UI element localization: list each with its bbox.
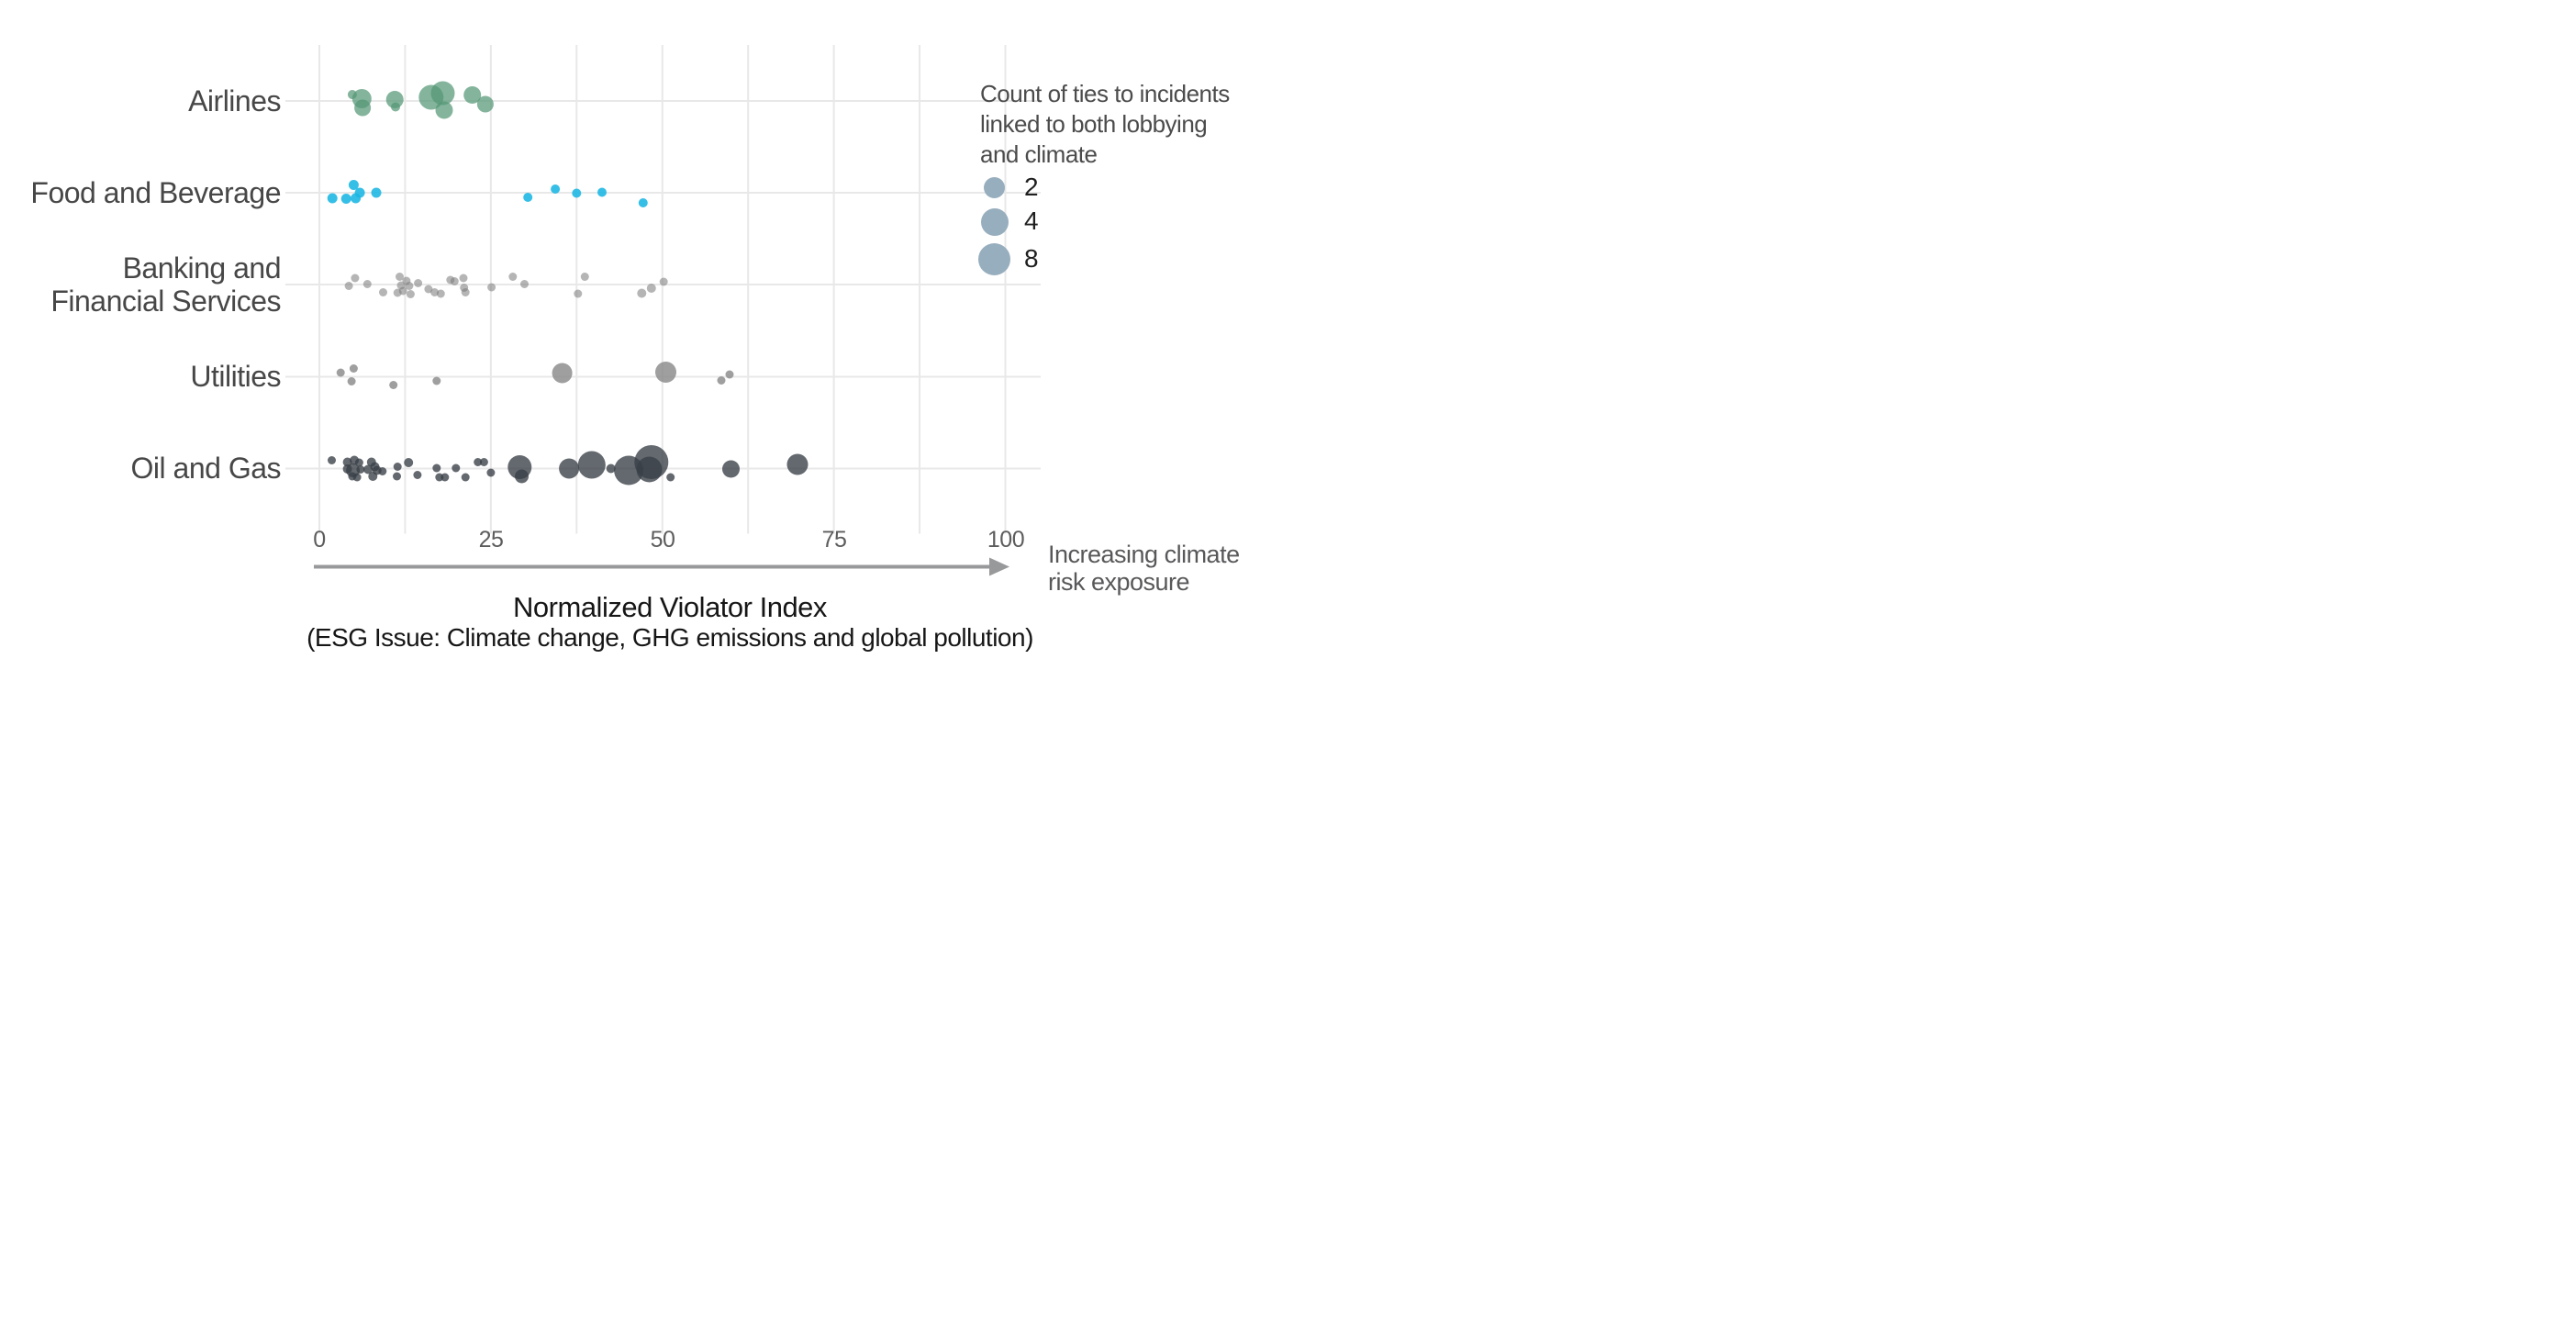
bubble-oil-and-gas xyxy=(461,473,470,482)
legend-bubble-2 xyxy=(984,177,1005,198)
bubble-food-and-beverage xyxy=(638,198,648,207)
chart-canvas xyxy=(285,45,1041,576)
bubble-food-and-beverage xyxy=(340,194,351,204)
bubble-banking-and-financial-services xyxy=(396,273,404,281)
bubble-utilities xyxy=(389,381,398,389)
bubble-utilities xyxy=(725,370,734,379)
bubble-oil-and-gas xyxy=(356,465,365,474)
bubble-banking-and-financial-services xyxy=(580,273,589,281)
axis-annotation-increasing-risk: Increasing climate risk exposure xyxy=(1048,541,1240,596)
bubble-banking-and-financial-services xyxy=(459,274,468,283)
bubble-banking-and-financial-services xyxy=(574,289,583,298)
bubble-banking-and-financial-services xyxy=(414,279,423,287)
y-axis-label-food-and-beverage: Food and Beverage xyxy=(30,176,281,209)
legend-value-2: 2 xyxy=(1024,172,1039,201)
bubble-banking-and-financial-services xyxy=(450,277,459,285)
bubble-oil-and-gas xyxy=(352,473,362,482)
bubble-airlines xyxy=(435,101,453,119)
bubble-banking-and-financial-services xyxy=(344,282,353,290)
bubble-utilities xyxy=(432,376,441,385)
x-axis-subtitle: (ESG Issue: Climate change, GHG emission… xyxy=(307,623,1033,652)
bubble-food-and-beverage xyxy=(371,187,382,198)
bubble-airlines xyxy=(385,91,404,108)
legend-bubble-4 xyxy=(980,207,1009,236)
legend-title: Count of ties to incidents linked to bot… xyxy=(980,80,1230,168)
x-axis-tick-100: 100 xyxy=(987,527,1025,553)
bubble-utilities xyxy=(349,364,358,373)
bubble-banking-and-financial-services xyxy=(362,280,372,288)
bubble-oil-and-gas xyxy=(440,473,450,482)
bubble-utilities xyxy=(655,362,676,383)
bubble-banking-and-financial-services xyxy=(461,288,470,296)
bubble-oil-and-gas xyxy=(606,463,616,474)
y-axis-label-oil-and-gas: Oil and Gas xyxy=(130,452,282,485)
x-axis-tick-50: 50 xyxy=(650,527,675,553)
bubble-airlines xyxy=(476,95,494,113)
bubble-airlines xyxy=(354,99,372,117)
y-axis-label-utilities: Utilities xyxy=(190,360,281,393)
bubble-oil-and-gas xyxy=(354,458,363,467)
bubble-food-and-beverage xyxy=(354,187,365,198)
bubble-airlines xyxy=(430,81,455,106)
bubble-food-and-beverage xyxy=(597,187,607,197)
bubble-banking-and-financial-services xyxy=(487,283,496,292)
bubble-banking-and-financial-services xyxy=(379,288,387,296)
bubble-food-and-beverage xyxy=(551,184,561,194)
bubble-banking-and-financial-services xyxy=(351,274,360,283)
bubble-food-and-beverage xyxy=(348,180,359,190)
bubble-chart: Airlines Food and Beverage Banking and F… xyxy=(0,0,1288,670)
bubble-oil-and-gas xyxy=(636,456,663,483)
bubble-banking-and-financial-services xyxy=(424,285,433,294)
bubble-oil-and-gas xyxy=(515,469,529,484)
bubble-airlines xyxy=(391,102,400,112)
bubble-oil-and-gas xyxy=(722,460,740,478)
bubble-airlines xyxy=(463,86,482,104)
bubble-oil-and-gas xyxy=(666,473,675,482)
bubble-banking-and-financial-services xyxy=(646,284,656,293)
legend-bubble-8 xyxy=(978,243,1010,275)
x-axis-tick-0: 0 xyxy=(313,527,326,553)
bubble-banking-and-financial-services xyxy=(659,277,668,286)
bubble-oil-and-gas xyxy=(786,453,808,475)
bubble-oil-and-gas xyxy=(452,463,461,473)
bubble-banking-and-financial-services xyxy=(520,280,529,288)
bubble-banking-and-financial-services xyxy=(508,273,518,281)
bubble-utilities xyxy=(336,368,345,377)
x-axis-title: Normalized Violator Index xyxy=(513,591,827,623)
bubble-banking-and-financial-services xyxy=(637,288,647,298)
bubble-oil-and-gas xyxy=(474,458,483,466)
bubble-food-and-beverage xyxy=(327,193,338,204)
bubble-oil-and-gas xyxy=(486,468,496,477)
bubble-banking-and-financial-services xyxy=(436,289,445,298)
bubble-banking-and-financial-services xyxy=(398,286,407,296)
y-axis-label-airlines: Airlines xyxy=(188,84,281,117)
bubble-oil-and-gas xyxy=(404,458,414,467)
bubble-banking-and-financial-services xyxy=(405,282,414,290)
bubble-oil-and-gas xyxy=(559,458,580,479)
legend-value-4: 4 xyxy=(1024,206,1039,235)
bubble-utilities xyxy=(347,377,356,385)
y-axis-label-banking-financial-services: Banking and Financial Services xyxy=(50,251,281,318)
bubble-food-and-beverage xyxy=(572,188,582,198)
x-axis-tick-25: 25 xyxy=(478,527,504,553)
bubble-oil-and-gas xyxy=(393,472,401,481)
bubble-food-and-beverage xyxy=(523,193,533,202)
bubble-banking-and-financial-services xyxy=(430,288,440,296)
x-axis-tick-75: 75 xyxy=(821,527,847,553)
bubble-utilities xyxy=(717,376,726,385)
bubble-utilities xyxy=(552,363,573,384)
bubble-oil-and-gas xyxy=(368,472,378,481)
bubble-oil-and-gas xyxy=(432,463,441,473)
bubble-oil-and-gas xyxy=(413,471,422,479)
bubble-oil-and-gas xyxy=(378,467,387,475)
legend-value-8: 8 xyxy=(1024,243,1039,273)
bubble-oil-and-gas xyxy=(328,456,336,464)
bubble-oil-and-gas xyxy=(479,458,488,466)
x-axis-arrow-head xyxy=(989,557,1009,576)
bubble-oil-and-gas xyxy=(393,463,402,471)
bubble-banking-and-financial-services xyxy=(406,290,415,298)
bubble-oil-and-gas xyxy=(577,451,606,479)
